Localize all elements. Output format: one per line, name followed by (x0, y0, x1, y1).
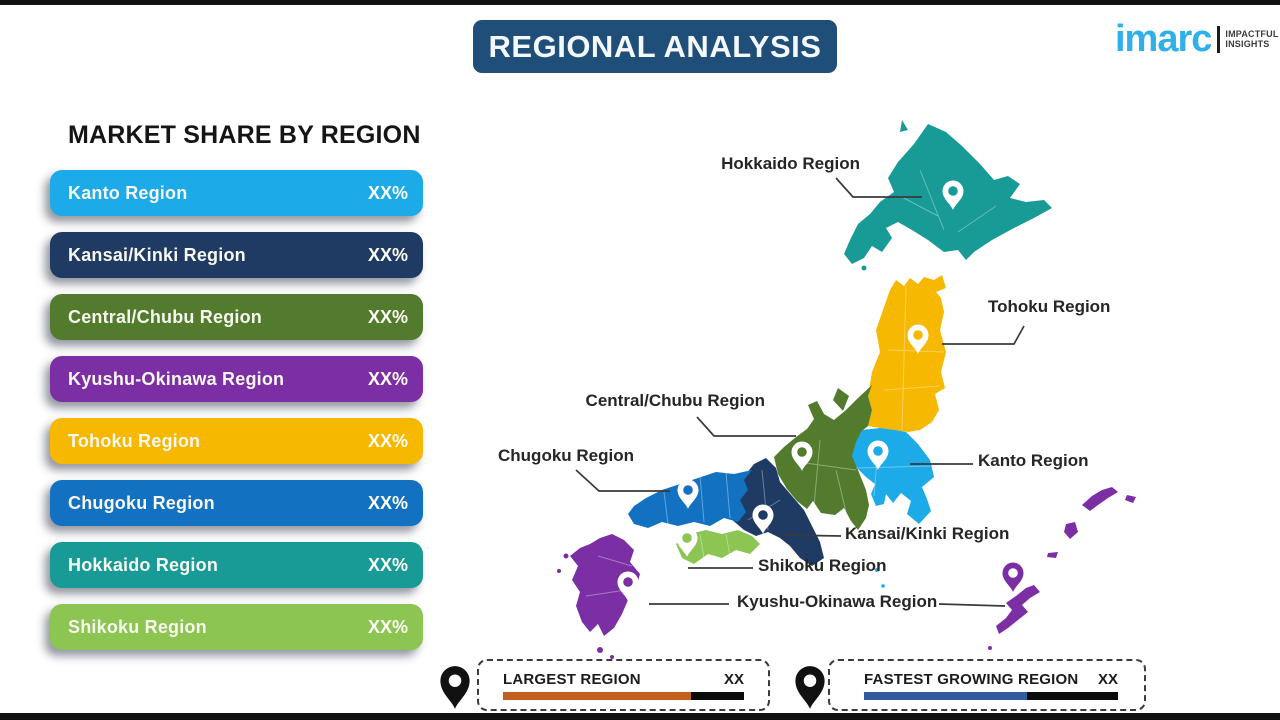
map-islet-izu-1 (875, 568, 879, 572)
map-region-kyushu (570, 534, 640, 636)
page-title: REGIONAL ANALYSIS (473, 20, 837, 73)
map-label-kansai: Kansai/Kinki Region (845, 524, 1010, 543)
market-share-list: Kanto Region XX% Kansai/Kinki Region XX%… (50, 170, 423, 650)
share-bar-kansai: Kansai/Kinki Region XX% (50, 232, 423, 278)
map-island-sado (833, 388, 849, 411)
share-bar-label: Shikoku Region (68, 616, 207, 637)
map-pin-okinawa (1002, 562, 1024, 592)
share-bar-value: XX% (367, 616, 408, 637)
logo-tagline: IMPACTFUL INSIGHTS (1225, 29, 1279, 49)
fastest-region-value: XX (1097, 670, 1118, 688)
share-bar-value: XX% (367, 182, 408, 203)
label-connectors (575, 177, 1025, 607)
connector-chugoku (575, 469, 670, 492)
share-bar-label: Hokkaido Region (68, 554, 219, 575)
share-bar-label: Tohoku Region (68, 430, 201, 451)
largest-region-value: XX (723, 670, 744, 688)
share-bar-kanto: Kanto Region XX% (50, 170, 423, 216)
map-label-kanto: Kanto Region (978, 451, 1089, 470)
connector-hokkaido (835, 177, 922, 198)
map-islet-goto-2 (557, 569, 561, 573)
japan-map (557, 120, 1136, 659)
share-bar-chugoku: Chugoku Region XX% (50, 480, 423, 526)
connector-kyushu-right (938, 603, 1006, 607)
map-islet-izu-2 (881, 584, 885, 588)
connector-kansai (780, 534, 842, 537)
share-bar-value: XX% (367, 306, 408, 327)
largest-region-label: LARGEST REGION (503, 670, 641, 688)
fastest-region-label: FASTEST GROWING REGION (864, 670, 1079, 688)
share-bar-value: XX% (367, 554, 408, 575)
map-pin-chugoku (677, 479, 699, 509)
map-pin-kyushu (617, 571, 639, 601)
map-label-hokkaido: Hokkaido Region (721, 154, 860, 173)
share-bar-value: XX% (367, 492, 408, 513)
share-bar-label: Kyushu-Okinawa Region (68, 368, 285, 389)
map-label-chugoku: Chugoku Region (498, 446, 634, 465)
logo-divider (1217, 25, 1221, 53)
map-label-tohoku: Tohoku Region (988, 297, 1111, 316)
map-label-kyushu-okinawa: Kyushu-Okinawa Region (737, 592, 938, 611)
map-pins (617, 180, 1024, 601)
share-bar-value: XX% (367, 368, 408, 389)
map-pin-shikoku (676, 527, 698, 557)
map-islet-hokkaido (900, 120, 908, 132)
imarc-logo: imarc IMPACTFUL INSIGHTS (1115, 18, 1279, 60)
map-islet-okinoerabu (1047, 552, 1058, 558)
share-bar-label: Kanto Region (68, 182, 188, 203)
share-bar-value: XX% (367, 244, 408, 265)
largest-region-meter (503, 691, 744, 700)
share-bar-tohoku: Tohoku Region XX% (50, 418, 423, 464)
share-bar-label: Chugoku Region (68, 492, 215, 513)
map-region-tohoku (868, 275, 946, 432)
share-bar-value: XX% (367, 430, 408, 451)
connector-tohoku (942, 325, 1025, 345)
map-islet-amami-dash (1125, 495, 1136, 503)
fastest-region-legend: FASTEST GROWING REGION XX (828, 659, 1146, 711)
map-islet-kyushu-2 (610, 655, 614, 659)
bottom-letterbox-strip (0, 713, 1280, 720)
map-island-okinawa (996, 585, 1040, 634)
map-islet-okushiri (861, 265, 867, 271)
map-islands-amami (1082, 487, 1118, 511)
fastest-region-meter (864, 691, 1118, 700)
map-region-chubu (774, 385, 872, 530)
top-letterbox-strip (0, 0, 1280, 5)
share-bar-label: Central/Chubu Region (68, 306, 262, 327)
share-bar-label: Kansai/Kinki Region (68, 244, 246, 265)
map-pin-hokkaido (942, 180, 964, 210)
map-pin-kansai (752, 504, 774, 534)
largest-region-legend: LARGEST REGION XX (477, 659, 770, 711)
market-share-heading: MARKET SHARE BY REGION (68, 121, 421, 149)
share-bar-central-chubu: Central/Chubu Region XX% (50, 294, 423, 340)
map-label-shikoku: Shikoku Region (758, 556, 887, 575)
map-islet-kyushu-1 (597, 647, 603, 653)
map-islet-tokunoshima (1064, 522, 1078, 539)
logo-brand-text: imarc (1115, 18, 1212, 60)
share-bar-shikoku: Shikoku Region XX% (50, 604, 423, 650)
map-pin-tohoku (907, 324, 929, 354)
largest-region-pin-icon (440, 666, 470, 709)
map-pin-chubu (791, 441, 813, 471)
map-label-central-chubu: Central/Chubu Region (585, 391, 765, 410)
map-islet-okinawa-s (988, 646, 992, 650)
prefecture-borders (585, 169, 997, 597)
page-title-text: REGIONAL ANALYSIS (488, 28, 822, 64)
share-bar-kyushu-okinawa: Kyushu-Okinawa Region XX% (50, 356, 423, 402)
map-pin-kanto (867, 440, 889, 470)
share-bar-hokkaido: Hokkaido Region XX% (50, 542, 423, 588)
fastest-region-pin-icon (795, 666, 825, 709)
connector-central-chubu (696, 416, 796, 437)
map-islet-goto-1 (563, 553, 569, 559)
